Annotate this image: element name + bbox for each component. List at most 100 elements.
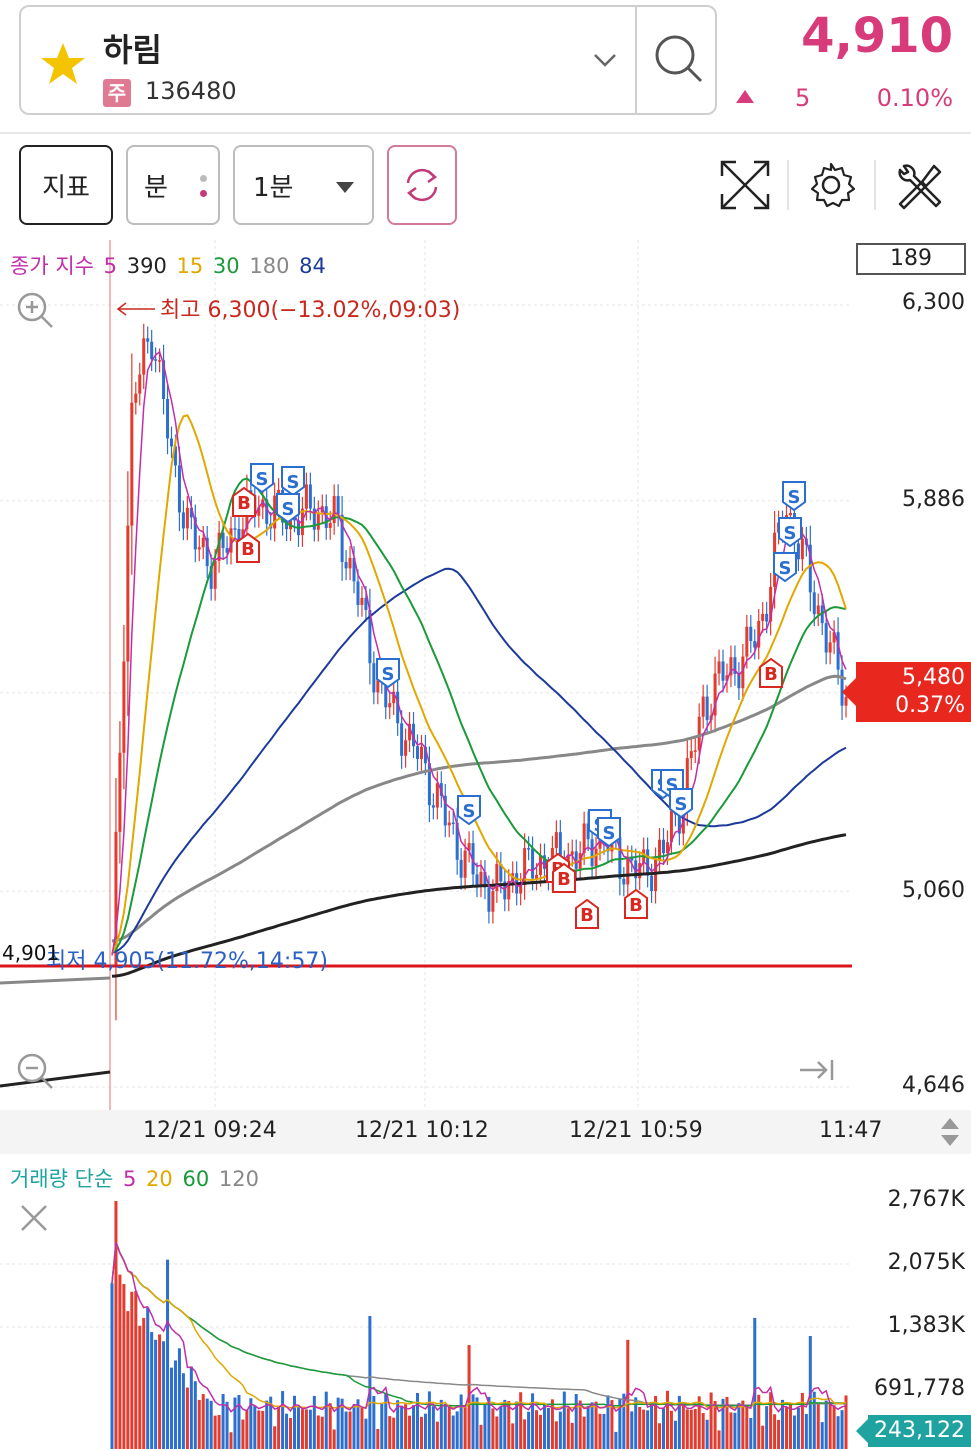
volume-bar	[162, 1341, 166, 1449]
candle-body	[118, 752, 122, 832]
ma-legend-title: 종가 지수	[10, 254, 94, 278]
jump-to-latest-icon[interactable]	[794, 1048, 838, 1092]
search-button[interactable]	[635, 5, 719, 115]
candle-body	[257, 507, 261, 516]
ma-legend[interactable]: 종가 지수 5 390 15 30 180 84	[10, 250, 329, 280]
volume-bar	[630, 1411, 634, 1449]
candle-body	[408, 723, 412, 741]
candle-body	[701, 696, 705, 717]
candle-body	[491, 891, 495, 912]
volume-bar	[658, 1423, 662, 1449]
up-triangle-icon	[736, 90, 754, 103]
sell-signal-icon[interactable]: S	[281, 466, 305, 497]
volume-bar	[166, 1259, 170, 1449]
volume-bar	[836, 1416, 840, 1449]
buy-signal-icon[interactable]: B	[624, 888, 648, 919]
volume-bar	[328, 1403, 332, 1449]
candle-body	[404, 740, 408, 756]
volume-legend[interactable]: 거래량 단순 5 20 60 120	[10, 1163, 262, 1193]
sell-signal-icon[interactable]: S	[778, 517, 802, 548]
expand-icon[interactable]	[718, 158, 772, 212]
gear-icon[interactable]	[804, 158, 858, 212]
volume-bar	[610, 1400, 614, 1449]
candle-body	[729, 657, 733, 676]
volume-bar	[415, 1392, 420, 1449]
zoom-in-icon[interactable]	[12, 287, 56, 331]
volume-bar	[681, 1404, 685, 1449]
current-price-tag-value: 5,480	[902, 665, 965, 690]
buy-signal-icon[interactable]: B	[232, 486, 256, 517]
sell-signal-icon[interactable]: S	[597, 817, 621, 848]
time-unit-label: 분	[144, 172, 168, 203]
favorite-star-icon[interactable]	[39, 41, 87, 87]
buy-signal-icon[interactable]: B	[236, 532, 260, 563]
candle-body	[737, 673, 741, 689]
period-select[interactable]: 1분	[233, 145, 374, 225]
chevron-down-icon[interactable]	[587, 43, 623, 79]
svg-text:B: B	[629, 895, 643, 916]
sell-signal-icon[interactable]: S	[250, 463, 274, 494]
candle-body	[166, 398, 170, 439]
candle-body	[531, 848, 535, 879]
volume-bar	[737, 1403, 741, 1449]
candle-body	[471, 843, 475, 875]
volume-bar	[197, 1399, 201, 1449]
svg-text:B: B	[557, 869, 571, 890]
time-unit-button[interactable]: 분	[126, 145, 220, 225]
volume-axis-label: 2,767K	[887, 1187, 965, 1212]
sell-signal-icon[interactable]: S	[669, 788, 693, 819]
sort-arrows-icon[interactable]	[937, 1116, 963, 1148]
volume-bar	[562, 1391, 566, 1449]
close-icon[interactable]	[12, 1196, 56, 1240]
volume-bar	[451, 1415, 455, 1449]
zoom-out-icon[interactable]	[12, 1048, 56, 1092]
candle-body	[181, 512, 185, 529]
volume-bar	[578, 1400, 582, 1449]
candle-body	[542, 855, 546, 869]
refresh-button[interactable]	[387, 145, 457, 225]
candle-body	[495, 863, 499, 892]
moving-average-line	[0, 976, 111, 985]
candle-body	[427, 763, 431, 806]
x-axis-label: 12/21 09:24	[143, 1118, 277, 1143]
sell-signal-icon[interactable]: S	[782, 481, 806, 512]
volume-bar	[209, 1400, 213, 1449]
sell-signal-icon[interactable]: S	[376, 658, 400, 689]
volume-bar	[769, 1392, 773, 1449]
candle-body	[423, 746, 427, 764]
time-axis[interactable]	[0, 1110, 971, 1154]
volume-bar	[721, 1398, 725, 1449]
sell-signal-icon[interactable]: S	[773, 552, 797, 583]
volume-axis-label: 1,383K	[887, 1313, 965, 1338]
volume-bar	[320, 1416, 324, 1449]
ma-period-15: 15	[176, 254, 204, 278]
market-badge: 주	[103, 79, 131, 107]
price-chart[interactable]: 최고 6,300(−13.02%,09:03) 최저 4,905(11.72%,1…	[0, 238, 971, 1451]
stock-selector[interactable]: 하림 주 136480	[19, 5, 717, 115]
candle-body	[661, 839, 666, 854]
volume-bar	[146, 1307, 150, 1449]
buy-signal-icon[interactable]: B	[575, 898, 599, 929]
volume-bar	[193, 1381, 197, 1449]
volume-bar	[701, 1413, 705, 1449]
volume-bar	[158, 1334, 162, 1449]
candle-body	[808, 544, 812, 593]
volume-bar	[781, 1399, 785, 1449]
indicator-button[interactable]: 지표	[19, 145, 113, 225]
current-change-tag-value: 0.37%	[895, 693, 965, 718]
stock-code: 136480	[145, 77, 237, 105]
svg-text:S: S	[784, 523, 797, 544]
volume-average-line	[111, 1241, 847, 1409]
svg-text:S: S	[282, 499, 295, 520]
candle-body	[277, 489, 281, 496]
buy-signal-icon[interactable]: B	[552, 862, 576, 893]
sell-signal-icon[interactable]: S	[457, 795, 481, 826]
sell-signal-icon[interactable]: S	[276, 493, 300, 524]
tools-icon[interactable]	[892, 158, 946, 212]
moving-average-line	[111, 477, 847, 954]
candle-body	[209, 566, 213, 589]
volume-bar	[598, 1413, 602, 1449]
buy-signal-icon[interactable]: B	[759, 657, 783, 688]
candle-body	[189, 507, 193, 518]
candle-body	[725, 675, 729, 681]
